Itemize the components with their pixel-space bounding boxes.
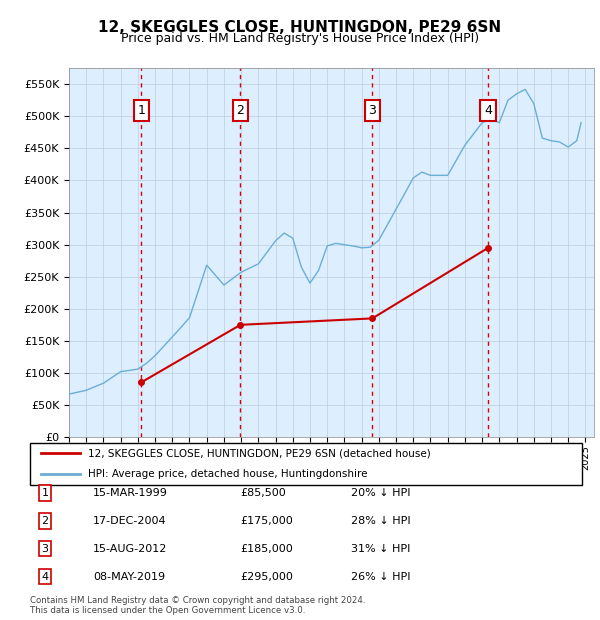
- Text: 26% ↓ HPI: 26% ↓ HPI: [351, 572, 410, 582]
- Text: 15-AUG-2012: 15-AUG-2012: [93, 544, 167, 554]
- Text: £295,000: £295,000: [240, 572, 293, 582]
- Text: £185,000: £185,000: [240, 544, 293, 554]
- Text: 4: 4: [41, 572, 49, 582]
- Text: £175,000: £175,000: [240, 516, 293, 526]
- Text: Price paid vs. HM Land Registry's House Price Index (HPI): Price paid vs. HM Land Registry's House …: [121, 32, 479, 45]
- Text: 08-MAY-2019: 08-MAY-2019: [93, 572, 165, 582]
- Text: HPI: Average price, detached house, Huntingdonshire: HPI: Average price, detached house, Hunt…: [88, 469, 367, 479]
- Text: £85,500: £85,500: [240, 488, 286, 498]
- Text: 2: 2: [236, 104, 244, 117]
- Text: 3: 3: [368, 104, 376, 117]
- Text: 1: 1: [41, 488, 49, 498]
- Text: 28% ↓ HPI: 28% ↓ HPI: [351, 516, 410, 526]
- Text: 12, SKEGGLES CLOSE, HUNTINGDON, PE29 6SN (detached house): 12, SKEGGLES CLOSE, HUNTINGDON, PE29 6SN…: [88, 448, 431, 458]
- Text: 4: 4: [484, 104, 492, 117]
- Text: 20% ↓ HPI: 20% ↓ HPI: [351, 488, 410, 498]
- Text: 1: 1: [137, 104, 145, 117]
- Text: Contains HM Land Registry data © Crown copyright and database right 2024.
This d: Contains HM Land Registry data © Crown c…: [30, 596, 365, 615]
- Text: 31% ↓ HPI: 31% ↓ HPI: [351, 544, 410, 554]
- Text: 15-MAR-1999: 15-MAR-1999: [93, 488, 168, 498]
- Text: 17-DEC-2004: 17-DEC-2004: [93, 516, 167, 526]
- Text: 3: 3: [41, 544, 49, 554]
- Text: 12, SKEGGLES CLOSE, HUNTINGDON, PE29 6SN: 12, SKEGGLES CLOSE, HUNTINGDON, PE29 6SN: [98, 20, 502, 35]
- FancyBboxPatch shape: [30, 443, 582, 485]
- Text: 2: 2: [41, 516, 49, 526]
